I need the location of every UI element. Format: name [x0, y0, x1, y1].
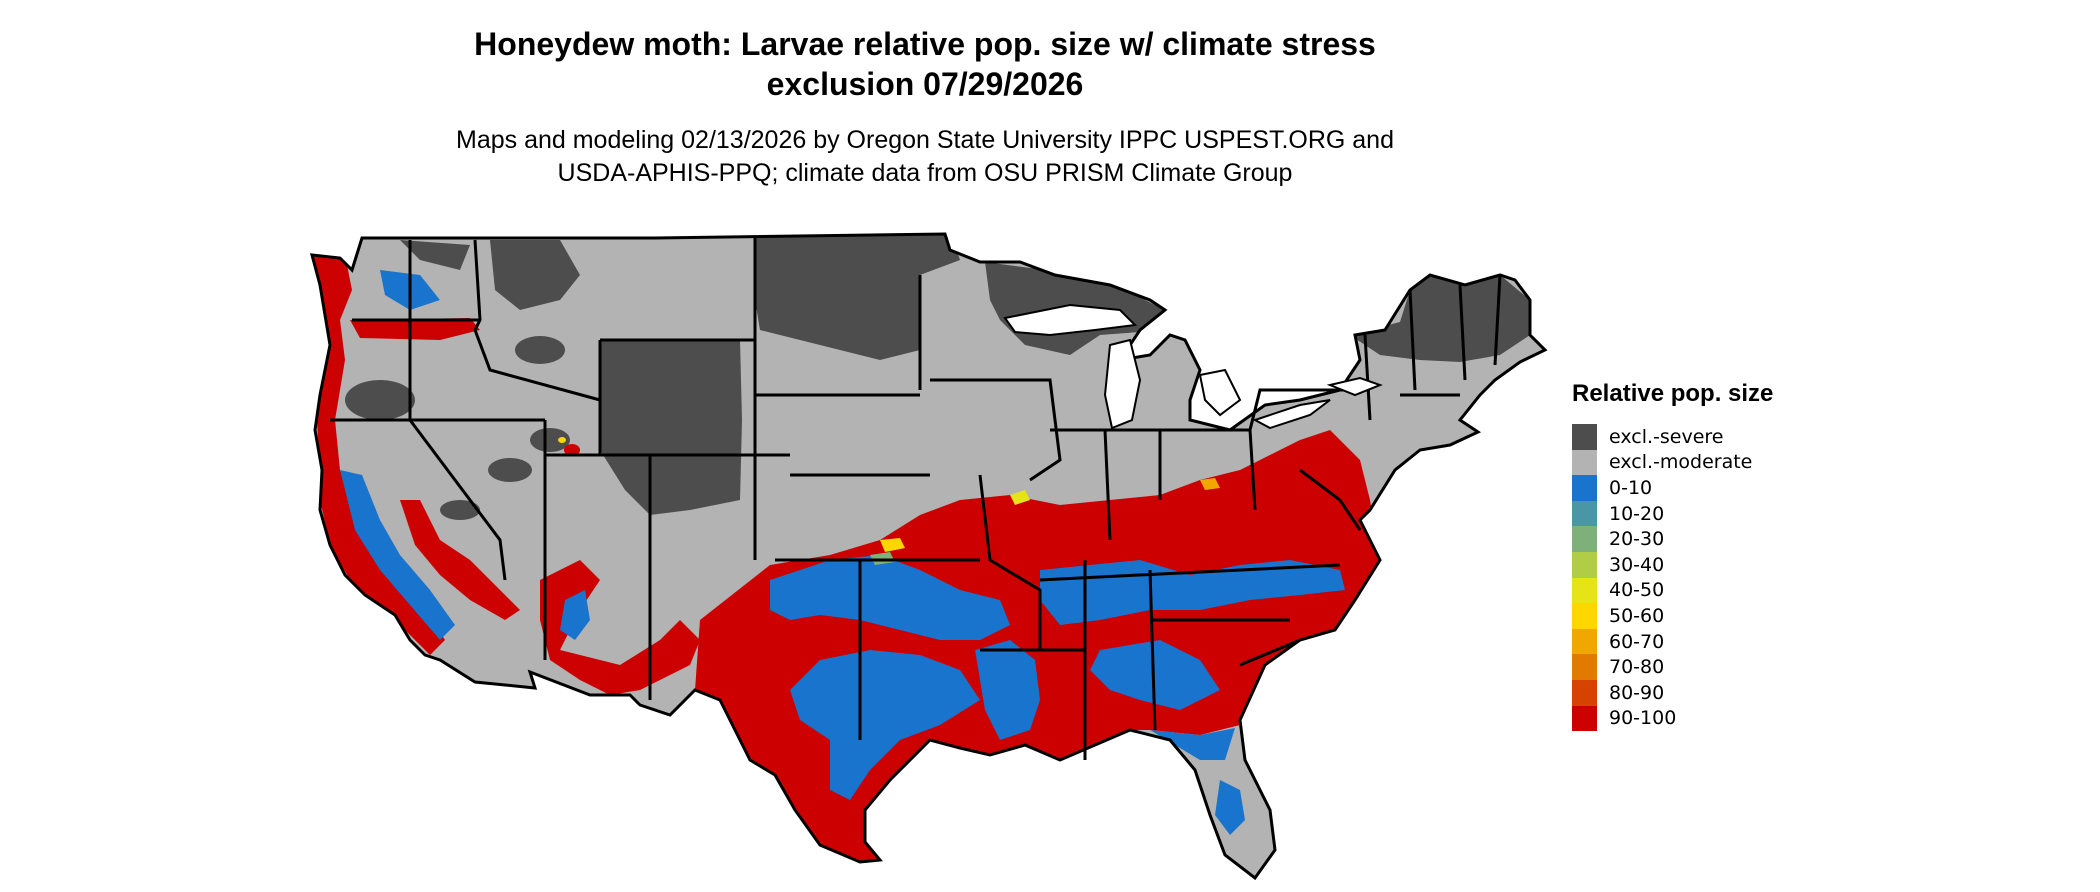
- legend-label: 0-10: [1609, 476, 1653, 499]
- legend-label: 70-80: [1609, 656, 1665, 679]
- legend-swatch: [1572, 475, 1597, 501]
- title-line-2: exclusion 07/29/2026: [766, 66, 1084, 102]
- legend-swatch: [1572, 551, 1597, 578]
- map-title: Honeydew moth: Larvae relative pop. size…: [300, 24, 1550, 104]
- legend-swatch: [1572, 449, 1597, 476]
- subtitle-line-1: Maps and modeling 02/13/2026 by Oregon S…: [456, 126, 1394, 154]
- legend-label: 30-40: [1609, 553, 1665, 576]
- legend-item: 10-20: [1572, 500, 1773, 527]
- legend-swatch: [1572, 628, 1597, 655]
- legend: Relative pop. size excl.-severe excl.-mo…: [1572, 380, 1774, 732]
- legend-item: 50-60: [1572, 603, 1773, 629]
- great-lakes: [1003, 303, 1383, 430]
- legend-item: 20-30: [1572, 526, 1773, 552]
- legend-swatch: [1572, 500, 1597, 527]
- legend-label: 80-90: [1609, 681, 1665, 704]
- legend-swatch: [1572, 705, 1597, 732]
- title-line-1: Honeydew moth: Larvae relative pop. size…: [474, 26, 1376, 62]
- legend-item: excl.-severe: [1572, 424, 1773, 450]
- legend-swatch: [1572, 654, 1597, 680]
- legend-label: 90-100: [1609, 707, 1677, 730]
- state-borders: [310, 232, 1547, 880]
- climate-zones: [312, 234, 1545, 878]
- legend-label: excl.-severe: [1609, 425, 1724, 448]
- legend-items: excl.-severe excl.-moderate 0-10 10-20 2…: [1572, 424, 1773, 732]
- legend-item: 30-40: [1572, 551, 1773, 578]
- map-subtitle: Maps and modeling 02/13/2026 by Oregon S…: [300, 124, 1550, 190]
- legend-swatch: [1572, 679, 1597, 706]
- legend-label: 60-70: [1609, 630, 1665, 653]
- legend-swatch: [1572, 603, 1597, 629]
- legend-item: 80-90: [1572, 679, 1773, 706]
- legend-title: Relative pop. size: [1572, 380, 1774, 407]
- legend-item: 40-50: [1572, 577, 1773, 604]
- subtitle-line-2: USDA-APHIS-PPQ; climate data from OSU PR…: [557, 159, 1293, 187]
- legend-label: 40-50: [1609, 579, 1665, 602]
- legend-item: 0-10: [1572, 475, 1773, 501]
- legend-label: 10-20: [1609, 502, 1665, 525]
- legend-swatch: [1572, 577, 1597, 604]
- legend-item: 70-80: [1572, 654, 1773, 680]
- legend-label: 50-60: [1609, 604, 1665, 627]
- legend-label: 20-30: [1609, 528, 1665, 551]
- legend-item: 90-100: [1572, 705, 1773, 732]
- legend-swatch: [1572, 526, 1597, 552]
- legend-swatch: [1572, 424, 1597, 450]
- legend-label: excl.-moderate: [1609, 451, 1753, 474]
- legend-item: 60-70: [1572, 628, 1773, 655]
- us-map: [310, 232, 1547, 880]
- legend-item: excl.-moderate: [1572, 449, 1773, 476]
